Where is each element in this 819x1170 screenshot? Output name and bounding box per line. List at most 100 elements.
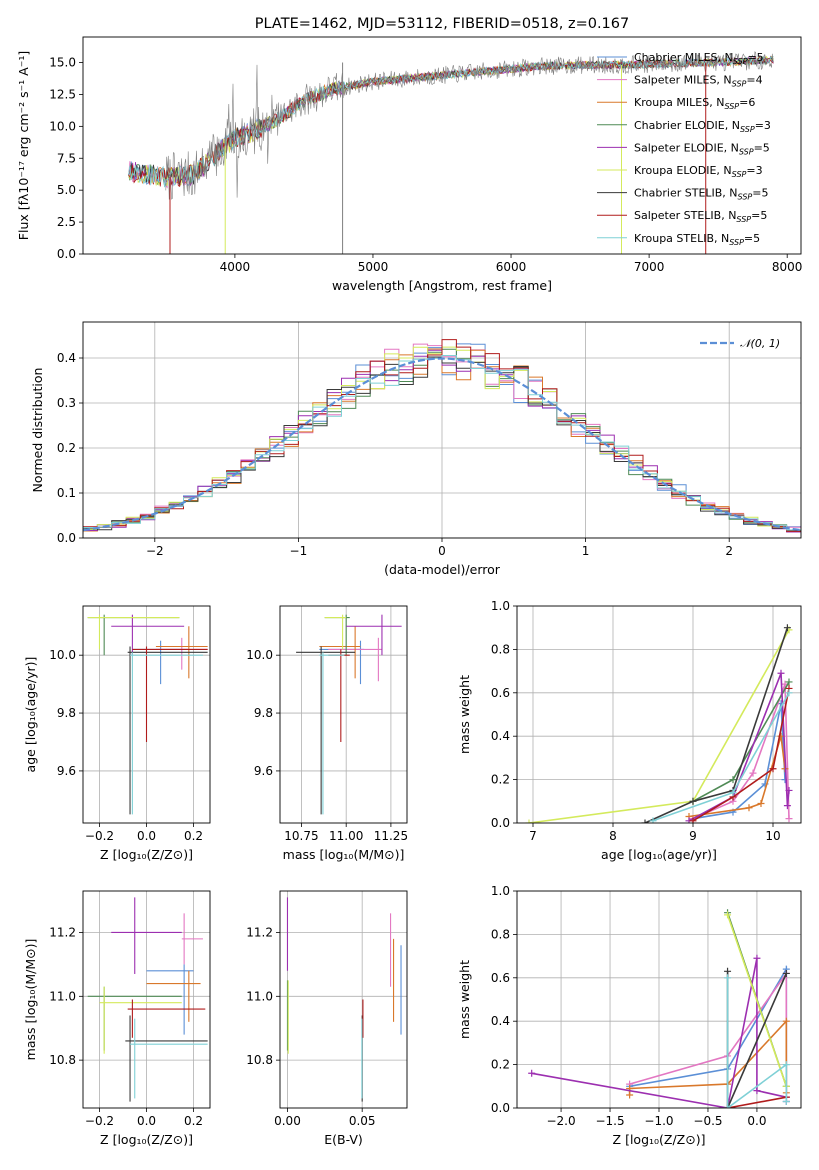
grid-mass_vs_Z xyxy=(83,891,210,1108)
y-axis-label: mass [log₁₀(M/M⊙)] xyxy=(23,939,38,1061)
mass-weight-marker xyxy=(757,799,765,807)
x-axis-label: age [log₁₀(age/yr)] xyxy=(601,847,717,862)
x-tick-label: 11.25 xyxy=(374,829,408,843)
mass-weight-marker xyxy=(729,776,737,784)
mass-weight-line xyxy=(644,627,789,823)
errorbar-point xyxy=(146,964,194,1035)
legend-subscript: SSP xyxy=(732,170,747,179)
x-tick-label: 0 xyxy=(438,544,446,558)
mass-weight-marker xyxy=(689,817,697,823)
x-tick-label: 4000 xyxy=(220,260,251,274)
mass-weight-marker xyxy=(724,974,732,982)
legend-subscript: SSP xyxy=(733,57,748,66)
legend-entry: Salpeter ELODIE, NSSP=5 xyxy=(634,141,770,156)
y-tick-label: 10.8 xyxy=(49,1053,76,1067)
x-tick-label: 1 xyxy=(582,544,590,558)
errorbar-point xyxy=(319,640,365,685)
axes-spectrum: 4000 5000 6000 7000 8000 0.0 2.5 5.0 7.5 10.0 12.5… xyxy=(16,36,802,293)
legend-subscript: SSP xyxy=(739,147,754,156)
mass-weight-marker xyxy=(785,678,793,686)
y-tick-label: 1.0 xyxy=(491,884,510,898)
residual-legend: 𝒩(0, 1) xyxy=(700,337,780,350)
mass-weight-marker xyxy=(649,817,657,823)
mass-weight-marker xyxy=(782,1097,790,1105)
axes-frame xyxy=(82,321,802,539)
x-tick-label: 7000 xyxy=(634,260,665,274)
mass-weight-line xyxy=(692,683,790,820)
legend-value: =5 xyxy=(747,51,763,64)
plot-mass_weight_vs_Z xyxy=(517,891,801,1108)
x-tick-label: −0.2 xyxy=(85,829,114,843)
mass-weight-marker xyxy=(782,1061,790,1069)
legend-value: =4 xyxy=(746,74,762,87)
y-tick-label: 9.6 xyxy=(57,764,76,778)
y-tick-label: 12.5 xyxy=(49,87,76,101)
plot-residual_hist xyxy=(83,322,801,538)
legend-value: =5 xyxy=(744,232,760,245)
y-tick-label: 0.1 xyxy=(57,486,76,500)
y-tick-label: 1.0 xyxy=(491,599,510,613)
mass-weight-marker xyxy=(525,819,533,823)
legend-value: =5 xyxy=(751,209,767,222)
legend-value: =3 xyxy=(746,164,762,177)
x-tick-label: −0.2 xyxy=(85,1114,114,1128)
x-tick-label: 0.0 xyxy=(137,829,156,843)
mass-weight-marker xyxy=(724,967,732,975)
plot-age_vs_mass xyxy=(280,606,407,823)
y-axis-label: mass weight xyxy=(457,960,472,1039)
legend-entry: Kroupa MILES, NSSP=6 xyxy=(634,96,755,111)
legend-subscript: SSP xyxy=(724,102,739,111)
errorbar-point xyxy=(130,1018,208,1099)
legend-entry: Salpeter MILES, NSSP=4 xyxy=(634,74,763,89)
mass-weight-marker xyxy=(785,689,793,697)
y-tick-label: 0.8 xyxy=(491,642,510,656)
errorbar-point xyxy=(319,652,345,815)
x-tick-label: 0.00 xyxy=(274,1114,301,1128)
axes-mass_weight_vs_Z: −2.0 −1.5 −1.0 −0.5 0.0 0.0 0.2 0.4 0.6 0.8 1.0 Z [… xyxy=(457,884,802,1147)
y-tick-label: 0.4 xyxy=(491,729,510,743)
x-tick-label: 8 xyxy=(609,829,617,843)
plot-mass_vs_Z xyxy=(83,891,210,1108)
y-tick-label: 2.5 xyxy=(57,215,76,229)
x-tick-label: −2 xyxy=(146,544,164,558)
y-tick-label: 9.6 xyxy=(254,764,273,778)
plot-area: 4000 5000 6000 7000 80000.02.55.07.510.012.5… xyxy=(16,36,802,1147)
x-axis-label: (data-model)/error xyxy=(384,562,501,577)
x-tick-label: −0.5 xyxy=(693,1114,722,1128)
y-tick-label: 0.0 xyxy=(57,531,76,545)
mass-weight-line xyxy=(652,692,790,822)
mass-weight-line xyxy=(692,688,790,822)
legend-value: =5 xyxy=(754,141,770,154)
mass-weight-marker xyxy=(785,815,793,823)
legend-entry: Chabrier ELODIE, NSSP=3 xyxy=(634,119,771,134)
grid-mass_vs_ebv xyxy=(280,891,407,1108)
x-axis-label: Z [log₁₀(Z/Z⊙)] xyxy=(613,1132,706,1147)
y-tick-label: 11.2 xyxy=(246,925,273,939)
legend-entry: 𝒩(0, 1) xyxy=(740,337,780,350)
errorbar-point xyxy=(296,646,356,815)
legend-entry: Kroupa ELODIE, NSSP=3 xyxy=(634,164,763,179)
y-tick-label: 0.4 xyxy=(491,1014,510,1028)
grid-age_vs_mass xyxy=(280,606,407,823)
axes-frame xyxy=(279,605,408,824)
mass-weight-line xyxy=(528,629,790,823)
y-tick-label: 0.0 xyxy=(491,1101,510,1115)
x-tick-label: 10.75 xyxy=(284,829,318,843)
errorbar-point xyxy=(125,1015,208,1102)
x-tick-label: 9 xyxy=(689,829,697,843)
y-tick-label: 11.2 xyxy=(49,925,76,939)
plot-mass_weight_vs_age xyxy=(517,606,801,823)
errorbar-point xyxy=(346,614,402,656)
legend-subscript: SSP xyxy=(740,125,755,134)
y-tick-label: 7.5 xyxy=(57,151,76,165)
axes-mass_vs_ebv: 0.00 0.05 10.8 11.0 11.2 E(B-V) xyxy=(246,890,408,1147)
x-tick-label: 6000 xyxy=(496,260,527,274)
x-tick-label: 0.05 xyxy=(349,1114,376,1128)
mass-weight-line xyxy=(727,1096,787,1108)
x-tick-label: −1.5 xyxy=(595,1114,624,1128)
mass-weight-line xyxy=(692,681,790,803)
y-axis-label: Normed distribution xyxy=(30,368,45,493)
legend-subscript: SSP xyxy=(729,238,744,247)
errorbar-point xyxy=(127,646,208,815)
axes-mass_vs_Z: −0.2 0.0 0.2 10.8 11.0 11.2 Z [log₁₀(Z/Z⊙)] mas… xyxy=(23,890,211,1147)
